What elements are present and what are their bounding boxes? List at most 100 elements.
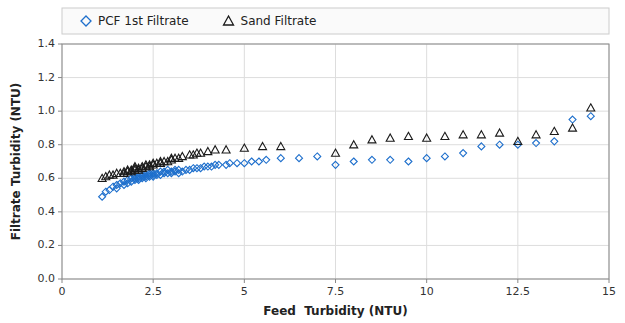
tick-label: 0.0: [38, 272, 56, 285]
point: [240, 144, 248, 151]
point: [587, 104, 595, 111]
point: [550, 127, 558, 134]
tick: [58, 245, 62, 246]
tick-label: 0.6: [38, 171, 56, 184]
point: [478, 143, 485, 150]
tick-label: 1.2: [38, 71, 56, 84]
point: [551, 138, 558, 145]
point: [423, 134, 431, 141]
tick: [58, 144, 62, 145]
legend-label: PCF 1st Filtrate: [98, 14, 189, 28]
data: [98, 104, 595, 200]
tick-label: 7.5: [327, 285, 345, 298]
point: [204, 147, 212, 154]
tick: [244, 279, 245, 283]
series: [98, 104, 595, 182]
point: [189, 151, 197, 158]
tick-label: 0.8: [38, 138, 56, 151]
point: [405, 158, 412, 165]
point: [532, 131, 540, 138]
series: [99, 113, 595, 201]
point: [106, 187, 113, 194]
point: [587, 113, 594, 120]
point: [404, 132, 412, 139]
point: [460, 150, 467, 157]
tick: [153, 279, 154, 283]
point: [350, 158, 357, 165]
point: [533, 140, 540, 147]
tick: [426, 279, 427, 283]
point: [386, 134, 394, 141]
tick: [58, 279, 62, 280]
x-axis-label: Feed Turbidity (NTU): [263, 304, 407, 318]
point: [496, 141, 503, 148]
point: [277, 155, 284, 162]
legend: PCF 1st Filtrate Sand Filtrate: [62, 8, 609, 34]
point: [423, 155, 430, 162]
point: [277, 142, 285, 149]
tick-label: 1.4: [38, 37, 56, 50]
point: [255, 158, 262, 165]
tick-label: 0: [59, 285, 66, 298]
point: [263, 156, 270, 163]
tick-label: 1.0: [38, 104, 56, 117]
y-axis-label: Filtrate Turbidity (NTU): [9, 83, 23, 241]
chart: 0.0 0.2 0.4 0.6 0.8 1.0 1.2 1.4 0 2.5 5 7.5 10 12.5 15…: [0, 0, 625, 323]
legend-box: [62, 8, 609, 34]
tick-label: 15: [602, 285, 616, 298]
point: [350, 141, 358, 148]
legend-marker: [81, 16, 91, 26]
tick-label: 2.5: [144, 285, 162, 298]
point: [477, 131, 485, 138]
point: [459, 131, 467, 138]
tick: [609, 279, 610, 283]
point: [234, 160, 241, 167]
legend-label: Sand Filtrate: [241, 14, 317, 28]
point: [109, 171, 117, 178]
grid-line: [244, 44, 245, 279]
point: [441, 132, 449, 139]
point: [332, 161, 339, 168]
point: [296, 155, 303, 162]
tick: [58, 77, 62, 78]
grid-line: [517, 44, 518, 279]
plot-area: [62, 44, 609, 279]
point: [387, 156, 394, 163]
point: [215, 161, 222, 168]
tick: [335, 279, 336, 283]
point: [197, 149, 205, 156]
point: [441, 153, 448, 160]
point: [569, 124, 577, 131]
point: [241, 160, 248, 167]
point: [368, 156, 375, 163]
plot-frame: [62, 44, 609, 279]
point: [248, 158, 255, 165]
tick: [58, 211, 62, 212]
point: [222, 146, 230, 153]
point: [178, 152, 186, 159]
point: [259, 142, 267, 149]
tick: [58, 178, 62, 179]
point: [332, 149, 340, 156]
tick-label: 0.2: [38, 238, 56, 251]
grid: [62, 44, 609, 279]
point: [102, 173, 110, 180]
point: [314, 153, 321, 160]
point: [175, 154, 183, 161]
point: [569, 116, 576, 123]
axes: 0.0 0.2 0.4 0.6 0.8 1.0 1.2 1.4 0 2.5 5 7.5 10 12.5 15: [38, 37, 617, 298]
tick: [58, 111, 62, 112]
point: [211, 146, 219, 153]
point: [226, 160, 233, 167]
tick-label: 0.4: [38, 205, 56, 218]
point: [496, 129, 504, 136]
legend-marker: [224, 16, 234, 25]
point: [368, 136, 376, 143]
tick: [517, 279, 518, 283]
tick-label: 10: [420, 285, 434, 298]
tick: [62, 279, 63, 283]
tick-label: 5: [241, 285, 248, 298]
tick-label: 12.5: [506, 285, 531, 298]
point: [514, 137, 522, 144]
tick: [58, 44, 62, 45]
